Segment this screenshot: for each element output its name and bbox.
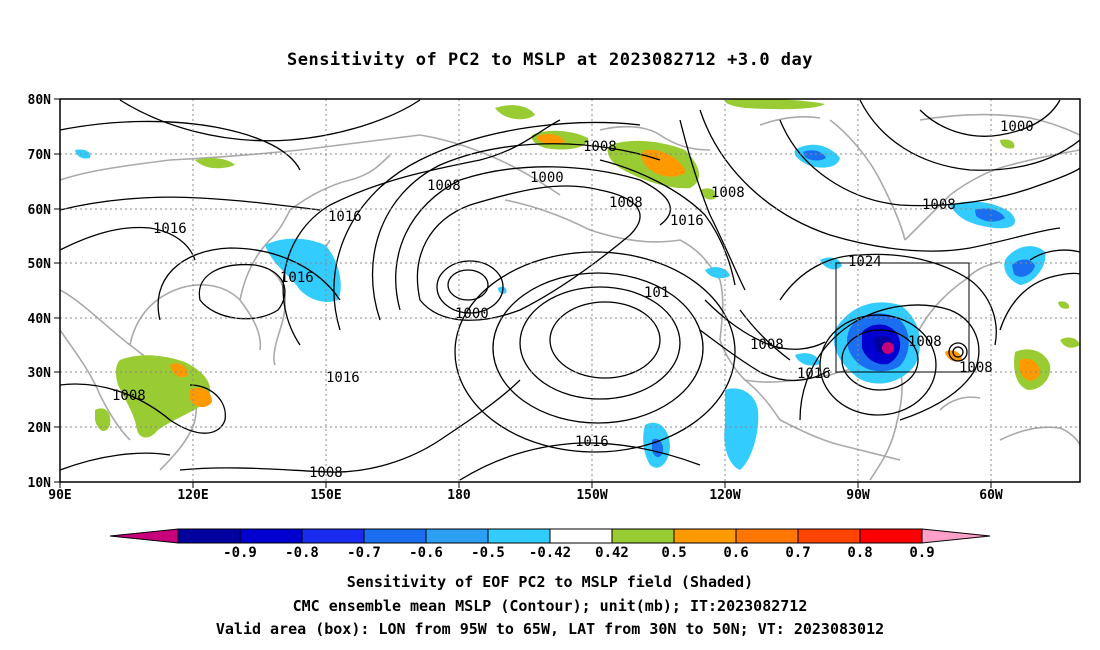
contour-label: 1000	[530, 170, 564, 186]
contour-label: 1008	[583, 139, 617, 155]
colorbar-tick-label: -0.9	[223, 545, 257, 561]
lon-label: 150W	[576, 488, 607, 503]
lat-label: 60N	[28, 203, 52, 218]
colorbar-swatch	[673, 528, 737, 544]
lon-label: 90W	[846, 488, 870, 503]
mslp-contours	[60, 99, 1080, 481]
lon-label: 180	[447, 488, 471, 503]
colorbar-swatch	[859, 528, 923, 544]
contour-label: 1016	[153, 221, 187, 237]
contour-label: 1016	[670, 213, 704, 229]
page-title: Sensitivity of PC2 to MSLP at 2023082712…	[286, 50, 813, 70]
contour-label: 1008	[750, 337, 784, 353]
colorbar-swatch	[487, 528, 551, 544]
lat-label: 80N	[28, 93, 52, 108]
contour-label: 1008	[309, 465, 343, 481]
colorbar-tick-label: 0.9	[909, 545, 934, 561]
contour-label: 1008	[112, 388, 146, 404]
contour-label: 1000	[1000, 119, 1034, 135]
contour-label: 1008	[922, 197, 956, 213]
colorbar-tick-label: -0.42	[529, 545, 571, 561]
valid-area-box	[835, 262, 970, 373]
footer-line-contour: CMC ensemble mean MSLP (Contour); unit(m…	[292, 597, 808, 615]
colorbar-swatch	[239, 528, 303, 544]
colorbar-swatch	[363, 528, 427, 544]
lat-label: 40N	[28, 312, 52, 327]
colorbar-swatch	[611, 528, 675, 544]
colorbar-swatch	[797, 528, 861, 544]
contour-label: 1008	[711, 185, 745, 201]
footer-line-shading: Sensitivity of EOF PC2 to MSLP field (Sh…	[346, 573, 754, 591]
contour-label: 101	[644, 285, 669, 301]
lon-label: 60W	[979, 488, 1003, 503]
colorbar-tick-label: -0.6	[409, 545, 443, 561]
colorbar-tick-label: -0.8	[285, 545, 319, 561]
colorbar-tick-label: -0.5	[471, 545, 505, 561]
colorbar-swatch	[425, 528, 489, 544]
contour-label: 1000	[455, 306, 489, 322]
map-border	[59, 98, 1081, 483]
footer-line-valid-area: Valid area (box): LON from 95W to 65W, L…	[215, 620, 885, 638]
sensitivity-shading	[75, 99, 1080, 470]
lat-label: 10N	[28, 476, 52, 491]
colorbar: -0.9 -0.8 -0.7 -0.6 -0.5 -0.42 0.42 0.5 0.6 0.7 0.…	[109, 528, 991, 561]
contour-label: 1008	[609, 195, 643, 211]
colorbar-tick-label: 0.8	[847, 545, 872, 561]
colorbar-min-arrow	[109, 528, 179, 544]
lon-label: 150E	[310, 488, 341, 503]
colorbar-swatch	[301, 528, 365, 544]
colorbar-tick-label: 0.6	[723, 545, 748, 561]
lon-label: 90E	[48, 488, 71, 503]
lat-label: 50N	[28, 257, 52, 272]
lon-label: 120W	[709, 488, 740, 503]
contour-label: 1008	[959, 360, 993, 376]
lat-label: 70N	[28, 148, 52, 163]
contour-label: 1016	[797, 366, 831, 382]
contour-label: 1008	[427, 178, 461, 194]
colorbar-tick-label: 0.42	[595, 545, 629, 561]
colorbar-swatch	[177, 528, 241, 544]
lon-label: 120E	[177, 488, 208, 503]
lat-label: 20N	[28, 421, 52, 436]
contour-label: 1016	[328, 209, 362, 225]
colorbar-swatch	[735, 528, 799, 544]
colorbar-max-arrow	[921, 528, 991, 544]
contour-label: 1016	[280, 270, 314, 286]
axis-ticks	[54, 98, 992, 488]
contour-label: 1016	[575, 434, 609, 450]
contour-label: 1024	[848, 254, 882, 270]
colorbar-tick-label: 0.5	[661, 545, 686, 561]
contour-label: 1008	[908, 334, 942, 350]
colorbar-tick-label: 0.7	[785, 545, 810, 561]
colorbar-swatch	[549, 528, 613, 544]
colorbar-tick-label: -0.7	[347, 545, 381, 561]
lat-label: 30N	[28, 366, 52, 381]
contour-label: 1016	[326, 370, 360, 386]
